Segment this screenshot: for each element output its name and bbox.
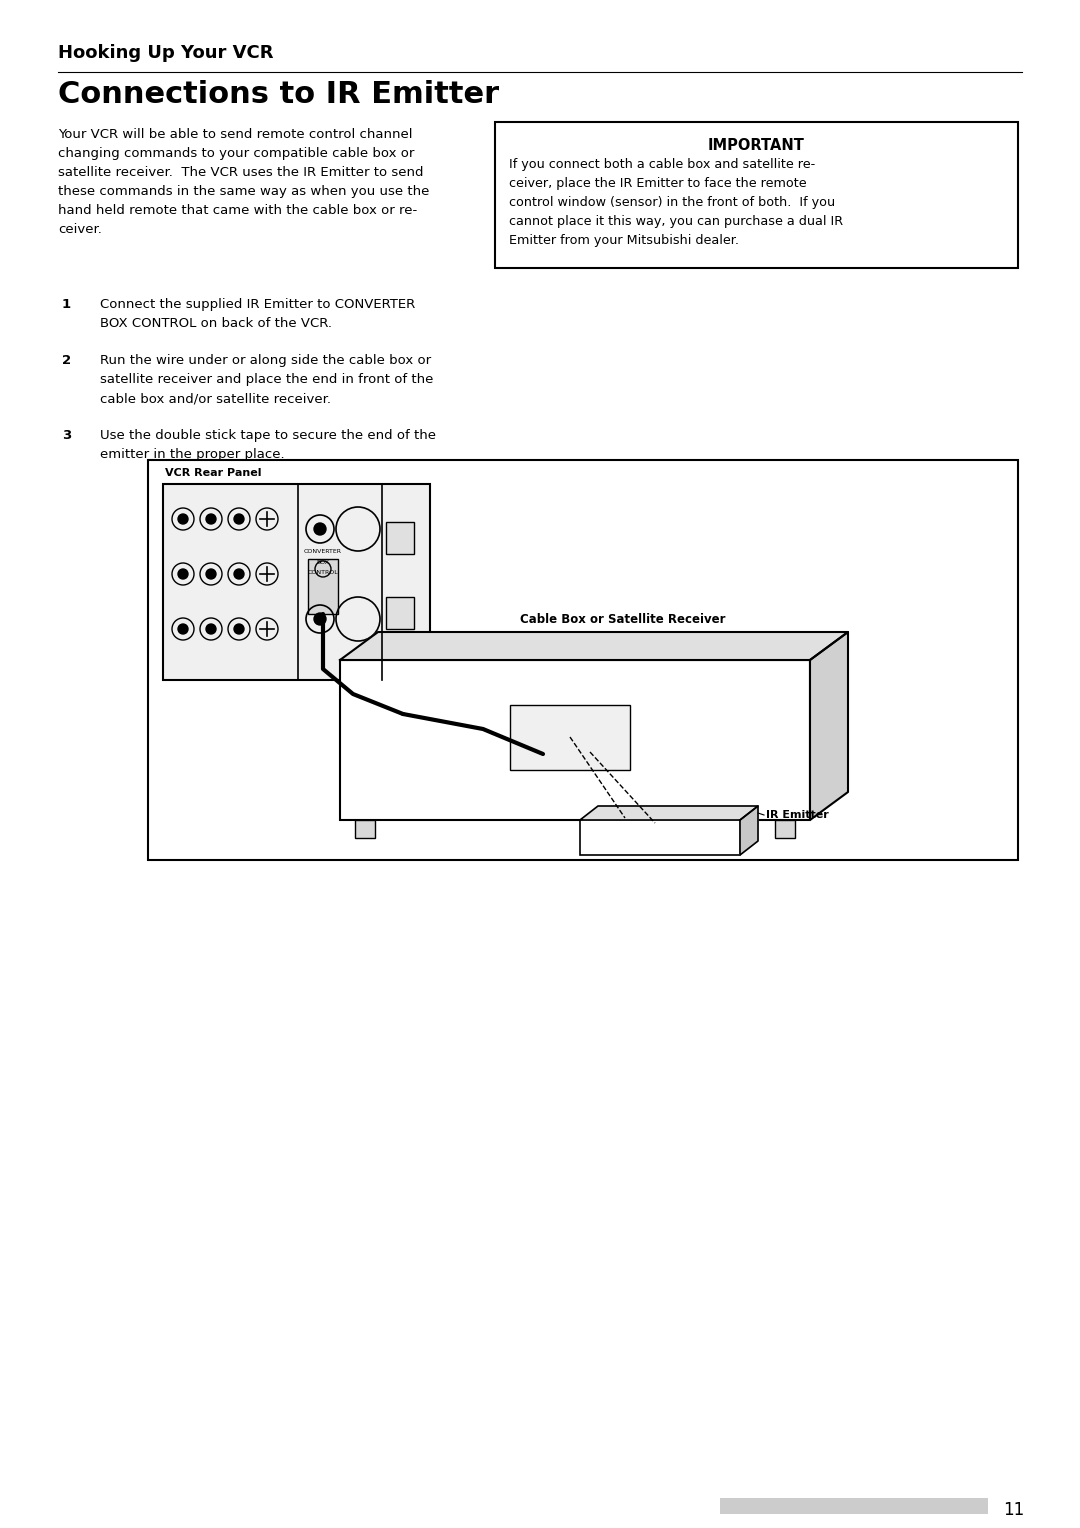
Circle shape [206,513,216,524]
Circle shape [206,623,216,634]
Text: If you connect both a cable box and satellite re-: If you connect both a cable box and sate… [509,157,815,171]
FancyBboxPatch shape [148,460,1018,860]
FancyBboxPatch shape [308,559,338,614]
Text: hand held remote that came with the cable box or re-: hand held remote that came with the cabl… [58,205,417,217]
Text: Use the double stick tape to secure the end of the: Use the double stick tape to secure the … [100,429,436,442]
Text: 3: 3 [62,429,71,442]
Circle shape [206,568,216,579]
Text: 11: 11 [1003,1500,1024,1519]
Circle shape [234,623,244,634]
FancyBboxPatch shape [386,597,414,630]
Text: emitter in the proper place.: emitter in the proper place. [100,448,285,461]
Text: CONVERTER: CONVERTER [303,549,342,555]
Text: cable box and/or satellite receiver.: cable box and/or satellite receiver. [100,393,330,405]
FancyBboxPatch shape [775,821,795,837]
Text: BOX CONTROL on back of the VCR.: BOX CONTROL on back of the VCR. [100,316,332,330]
Text: these commands in the same way as when you use the: these commands in the same way as when y… [58,185,430,199]
Text: CONTROL: CONTROL [308,570,338,575]
Text: satellite receiver and place the end in front of the: satellite receiver and place the end in … [100,373,433,387]
Text: 1: 1 [62,298,71,312]
Text: ceiver.: ceiver. [58,223,102,235]
Text: changing commands to your compatible cable box or: changing commands to your compatible cab… [58,147,415,160]
FancyBboxPatch shape [355,821,375,837]
Text: Connections to IR Emitter: Connections to IR Emitter [58,79,499,108]
Text: Cable Box or Satellite Receiver: Cable Box or Satellite Receiver [519,613,726,626]
Text: Run the wire under or along side the cable box or: Run the wire under or along side the cab… [100,354,431,367]
Text: 2: 2 [62,354,71,367]
Text: cannot place it this way, you can purchase a dual IR: cannot place it this way, you can purcha… [509,215,843,228]
Text: Connect the supplied IR Emitter to CONVERTER: Connect the supplied IR Emitter to CONVE… [100,298,415,312]
Text: IR Emitter: IR Emitter [766,810,828,821]
FancyBboxPatch shape [386,523,414,555]
Circle shape [178,513,188,524]
FancyBboxPatch shape [495,122,1018,267]
Text: Your VCR will be able to send remote control channel: Your VCR will be able to send remote con… [58,128,413,141]
Circle shape [178,568,188,579]
Text: satellite receiver.  The VCR uses the IR Emitter to send: satellite receiver. The VCR uses the IR … [58,167,423,179]
Text: Hooking Up Your VCR: Hooking Up Your VCR [58,44,273,63]
Polygon shape [340,633,848,660]
Text: IMPORTANT: IMPORTANT [708,138,805,153]
FancyBboxPatch shape [720,1497,988,1514]
Polygon shape [580,805,758,821]
Circle shape [314,523,326,535]
Text: VCR Rear Panel: VCR Rear Panel [165,468,261,478]
FancyBboxPatch shape [163,484,430,680]
Text: Emitter from your Mitsubishi dealer.: Emitter from your Mitsubishi dealer. [509,234,739,248]
Text: BOX: BOX [316,559,329,565]
Text: ceiver, place the IR Emitter to face the remote: ceiver, place the IR Emitter to face the… [509,177,807,189]
Polygon shape [740,805,758,856]
Polygon shape [810,633,848,821]
Circle shape [234,513,244,524]
Circle shape [178,623,188,634]
Text: control window (sensor) in the front of both.  If you: control window (sensor) in the front of … [509,196,835,209]
FancyBboxPatch shape [340,660,810,821]
FancyBboxPatch shape [580,821,740,856]
Circle shape [234,568,244,579]
FancyBboxPatch shape [510,704,630,770]
Circle shape [314,613,326,625]
